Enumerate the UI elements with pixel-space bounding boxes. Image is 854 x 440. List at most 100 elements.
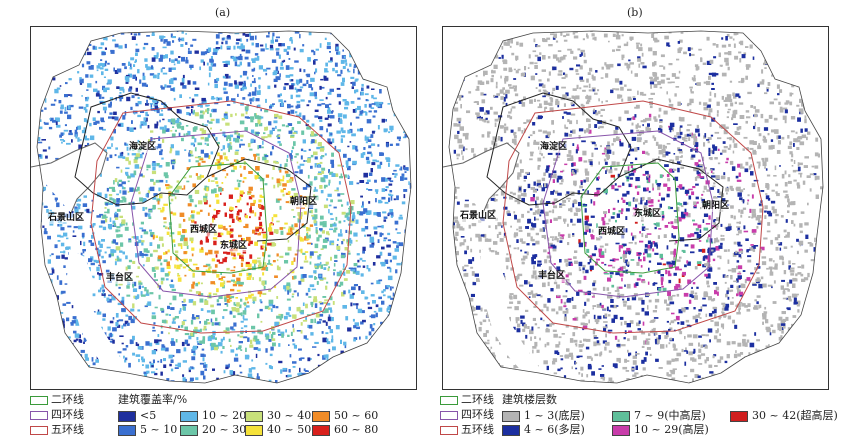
land-patch bbox=[760, 190, 765, 192]
land-patch bbox=[248, 171, 253, 174]
land-patch bbox=[208, 155, 211, 160]
land-patch bbox=[40, 87, 44, 89]
land-patch bbox=[161, 309, 165, 313]
land-patch bbox=[70, 322, 74, 326]
land-patch bbox=[396, 245, 399, 249]
land-patch bbox=[200, 370, 205, 376]
land-patch bbox=[728, 43, 731, 47]
land-patch bbox=[240, 113, 245, 117]
land-patch bbox=[755, 386, 760, 389]
land-patch bbox=[247, 267, 252, 270]
land-patch bbox=[201, 348, 205, 351]
land-patch bbox=[217, 224, 223, 228]
land-patch bbox=[330, 317, 334, 322]
land-patch bbox=[194, 156, 199, 159]
land-patch bbox=[67, 114, 72, 120]
land-patch bbox=[365, 373, 369, 377]
land-patch bbox=[622, 182, 625, 186]
land-patch bbox=[83, 106, 87, 111]
land-patch bbox=[255, 340, 261, 345]
land-patch bbox=[462, 146, 465, 152]
land-patch bbox=[166, 231, 170, 235]
land-patch bbox=[395, 76, 397, 80]
land-patch bbox=[239, 371, 243, 374]
land-patch bbox=[635, 42, 640, 45]
land-patch bbox=[85, 119, 89, 123]
land-patch bbox=[590, 236, 594, 240]
land-patch bbox=[256, 56, 260, 61]
land-patch bbox=[113, 67, 115, 72]
land-patch bbox=[117, 302, 121, 306]
land-patch bbox=[388, 366, 391, 371]
land-patch bbox=[103, 382, 107, 383]
land-patch bbox=[252, 301, 256, 304]
land-patch bbox=[56, 275, 59, 280]
land-patch bbox=[195, 173, 198, 176]
land-patch bbox=[292, 328, 295, 333]
land-patch bbox=[678, 309, 683, 314]
land-patch bbox=[707, 328, 713, 333]
land-patch bbox=[160, 267, 165, 273]
land-patch bbox=[318, 171, 322, 175]
land-patch bbox=[163, 36, 166, 38]
land-patch bbox=[675, 283, 681, 288]
land-patch bbox=[288, 369, 291, 373]
land-patch bbox=[403, 194, 406, 199]
land-patch bbox=[305, 303, 308, 309]
land-patch bbox=[641, 387, 644, 389]
land-patch bbox=[652, 62, 655, 67]
land-patch bbox=[66, 317, 70, 322]
land-patch bbox=[90, 242, 95, 246]
land-patch bbox=[773, 98, 778, 101]
land-patch bbox=[179, 264, 183, 267]
land-patch bbox=[591, 29, 593, 31]
land-patch bbox=[289, 67, 294, 70]
land-patch bbox=[414, 335, 416, 338]
land-patch bbox=[109, 97, 113, 101]
land-patch bbox=[57, 224, 60, 227]
land-patch bbox=[102, 106, 107, 111]
land-patch bbox=[550, 236, 555, 238]
land-patch bbox=[269, 130, 273, 135]
land-patch bbox=[158, 58, 163, 62]
land-patch bbox=[314, 243, 319, 249]
land-patch bbox=[92, 223, 96, 226]
land-patch bbox=[121, 219, 126, 224]
land-patch bbox=[742, 270, 746, 272]
land-patch bbox=[223, 295, 228, 300]
land-patch bbox=[494, 354, 496, 360]
land-patch bbox=[287, 103, 291, 109]
land-patch bbox=[250, 388, 254, 389]
land-patch bbox=[662, 287, 667, 291]
land-patch bbox=[559, 203, 562, 205]
land-patch bbox=[112, 39, 116, 42]
land-patch bbox=[90, 65, 94, 70]
land-patch bbox=[214, 83, 218, 89]
land-patch bbox=[239, 384, 243, 387]
land-patch bbox=[360, 321, 364, 325]
land-patch bbox=[594, 247, 598, 251]
land-patch bbox=[205, 269, 208, 272]
land-patch bbox=[228, 147, 230, 153]
land-patch bbox=[298, 381, 302, 383]
land-patch bbox=[180, 234, 185, 240]
land-patch bbox=[822, 123, 823, 129]
land-patch bbox=[172, 126, 175, 128]
land-patch bbox=[141, 256, 144, 258]
land-patch bbox=[408, 290, 411, 294]
land-patch bbox=[119, 98, 122, 102]
land-patch bbox=[736, 186, 741, 192]
land-patch bbox=[663, 234, 667, 238]
land-patch bbox=[145, 341, 150, 346]
land-patch bbox=[229, 311, 232, 315]
land-patch bbox=[299, 68, 302, 72]
land-patch bbox=[568, 352, 573, 357]
land-patch bbox=[487, 133, 490, 138]
land-patch bbox=[344, 174, 347, 178]
land-patch bbox=[411, 369, 416, 372]
land-patch bbox=[118, 378, 123, 381]
land-patch bbox=[362, 37, 366, 40]
land-patch bbox=[616, 213, 620, 218]
land-patch bbox=[115, 246, 121, 251]
land-patch bbox=[387, 177, 392, 180]
